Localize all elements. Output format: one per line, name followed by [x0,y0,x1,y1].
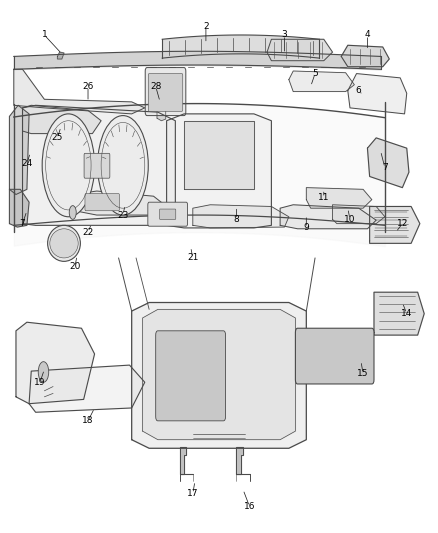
Text: 24: 24 [21,159,32,168]
FancyBboxPatch shape [295,328,374,384]
Ellipse shape [50,229,78,258]
Text: 28: 28 [150,82,161,91]
Polygon shape [132,303,306,448]
Ellipse shape [48,225,81,261]
Polygon shape [280,205,376,229]
Text: 2: 2 [203,22,209,31]
Text: 23: 23 [117,211,129,220]
FancyBboxPatch shape [159,209,176,220]
Text: 26: 26 [82,82,94,91]
Text: 25: 25 [52,133,63,142]
Polygon shape [348,74,407,114]
Text: 18: 18 [82,416,94,425]
Polygon shape [14,69,145,114]
FancyBboxPatch shape [85,193,120,211]
Text: 9: 9 [304,223,309,232]
Polygon shape [22,106,101,134]
Polygon shape [10,189,29,227]
Circle shape [42,114,95,217]
FancyBboxPatch shape [145,68,186,116]
Polygon shape [79,191,166,215]
Polygon shape [166,114,272,228]
FancyBboxPatch shape [148,202,187,226]
Circle shape [98,116,148,215]
Text: 15: 15 [357,369,369,378]
Circle shape [38,362,49,382]
Circle shape [69,206,76,220]
Text: 7: 7 [382,164,388,172]
Polygon shape [370,206,420,244]
Polygon shape [367,138,409,188]
Polygon shape [374,292,424,335]
Polygon shape [57,52,64,59]
Text: 17: 17 [187,489,198,498]
Polygon shape [22,106,175,225]
Text: 6: 6 [356,86,362,95]
Text: 7: 7 [20,219,25,228]
Polygon shape [289,71,354,92]
Text: 5: 5 [312,69,318,78]
FancyBboxPatch shape [155,331,226,421]
Text: 11: 11 [318,193,329,203]
Text: 3: 3 [282,30,287,39]
Polygon shape [184,121,254,189]
Polygon shape [180,447,186,474]
Polygon shape [143,309,295,440]
Polygon shape [16,322,95,403]
Polygon shape [157,107,166,121]
Polygon shape [306,188,372,208]
Text: 12: 12 [397,219,408,228]
FancyBboxPatch shape [84,154,110,178]
Polygon shape [267,39,332,61]
Text: 14: 14 [401,309,413,318]
Text: 1: 1 [42,30,47,39]
Text: 8: 8 [233,215,239,224]
Polygon shape [332,205,385,224]
Text: 22: 22 [82,228,94,237]
Polygon shape [29,365,145,412]
Text: 21: 21 [187,253,198,262]
Polygon shape [341,45,389,67]
Polygon shape [193,205,289,228]
Polygon shape [10,106,29,195]
Polygon shape [237,447,243,474]
FancyBboxPatch shape [148,74,183,111]
Text: 4: 4 [365,30,370,39]
Text: 10: 10 [344,215,356,224]
Text: 19: 19 [34,378,46,387]
Text: 20: 20 [69,262,81,271]
Text: 16: 16 [244,502,255,511]
